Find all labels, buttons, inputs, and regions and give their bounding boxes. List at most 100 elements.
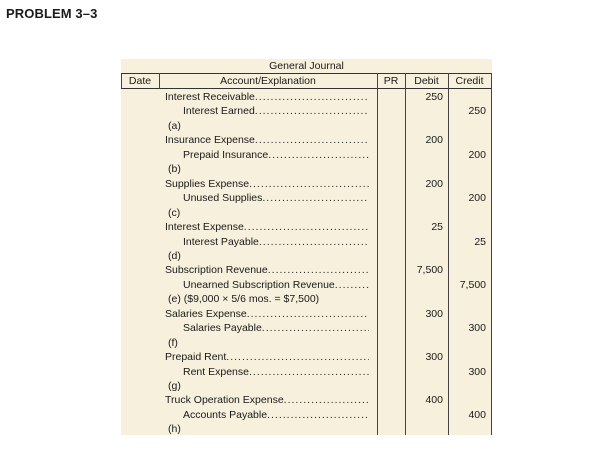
journal-row: Prepaid Insurance.......................… — [121, 148, 492, 163]
header-credit: Credit — [455, 75, 484, 87]
debit-amount: 25 — [431, 221, 443, 234]
credit-amount: 250 — [468, 105, 486, 118]
dot-leader: ........................................… — [249, 177, 369, 190]
debit-amount: 200 — [425, 134, 443, 147]
journal-row: Supplies Expense........................… — [121, 177, 492, 192]
entry-explanation: (d) — [168, 249, 369, 264]
account-text: Salaries Payable — [183, 322, 262, 335]
journal-row: Interest Earned.........................… — [121, 104, 492, 119]
dot-leader: ........................................… — [248, 365, 369, 378]
entry-explanation: (f) — [168, 336, 369, 351]
credit-amount: 7,500 — [459, 278, 486, 291]
journal-row: (c) — [121, 206, 492, 221]
account-text: Unearned Subscription Revenue — [183, 278, 335, 291]
entry-explanation: (b) — [168, 162, 369, 177]
account-name: Accounts Payable........................… — [183, 408, 369, 423]
journal-row: (a) — [121, 119, 492, 134]
dot-leader: ........................................… — [261, 322, 369, 335]
account-text: (c) — [168, 206, 181, 219]
journal-row: Interest Expense........................… — [121, 220, 492, 235]
header-debit: Debit — [414, 75, 439, 87]
credit-amount: 400 — [468, 408, 486, 421]
account-name: Truck Operation Expense.................… — [165, 393, 369, 408]
account-text: Prepaid Rent — [165, 351, 227, 364]
problem-title: PROBLEM 3–3 — [6, 6, 98, 21]
account-text: Truck Operation Expense — [165, 394, 284, 407]
general-journal: General Journal Date Account/Explanation… — [121, 59, 492, 435]
journal-row: Prepaid Rent............................… — [121, 350, 492, 365]
dot-leader: ........................................… — [254, 134, 369, 147]
account-text: Interest Earned — [183, 105, 255, 118]
credit-column-right-border — [491, 73, 492, 435]
account-name: Interest Payable........................… — [183, 235, 369, 250]
journal-row: Rent Expense............................… — [121, 365, 492, 380]
account-text: Subscription Revenue — [165, 264, 268, 277]
journal-row: Unused Supplies.........................… — [121, 191, 492, 206]
journal-row: Insurance Expense.......................… — [121, 133, 492, 148]
debit-amount: 250 — [425, 91, 443, 103]
header-top-rule — [121, 73, 492, 74]
debit-amount: 300 — [425, 351, 443, 364]
dot-leader: ........................................… — [267, 408, 369, 421]
account-name: Supplies Expense........................… — [165, 177, 369, 192]
header-account: Account/Explanation — [220, 75, 316, 87]
account-name: Unused Supplies.........................… — [183, 191, 369, 206]
account-name: Interest Expense........................… — [165, 220, 369, 235]
account-name: Rent Expense............................… — [183, 365, 369, 380]
journal-row: (h) — [121, 422, 492, 437]
credit-amount: 200 — [468, 148, 486, 161]
account-name: Salaries Payable........................… — [183, 321, 369, 336]
account-text: (g) — [168, 380, 181, 392]
account-text: Supplies Expense — [165, 177, 250, 190]
account-text: Interest Expense — [165, 221, 244, 234]
dot-leader: ........................................… — [254, 91, 369, 103]
account-name: Subscription Revenue....................… — [165, 263, 369, 278]
dot-leader: ........................................… — [268, 148, 369, 161]
account-text: Interest Receivable — [165, 91, 255, 103]
account-text: (d) — [168, 249, 181, 262]
account-text: (b) — [168, 163, 181, 176]
debit-amount: 7,500 — [416, 264, 443, 277]
entry-explanation: (e) ($9,000 × 5/6 mos. = $7,500) — [168, 292, 369, 307]
journal-row: Truck Operation Expense.................… — [121, 393, 492, 408]
dot-leader: ........................................… — [334, 278, 369, 291]
dot-leader: ........................................… — [283, 394, 369, 407]
account-name: Salaries Expense........................… — [165, 307, 369, 322]
account-text: Unused Supplies — [183, 192, 263, 205]
account-name: Insurance Expense.......................… — [165, 133, 369, 148]
account-text: Interest Payable — [183, 235, 259, 248]
debit-amount: 300 — [425, 307, 443, 320]
header-bottom-rule — [121, 88, 492, 89]
credit-amount: 300 — [468, 365, 486, 378]
account-name: Prepaid Rent............................… — [165, 350, 369, 365]
journal-row: (b) — [121, 162, 492, 177]
entry-explanation: (h) — [168, 422, 369, 437]
account-text: (e) ($9,000 × 5/6 mos. = $7,500) — [168, 293, 320, 306]
header-date: Date — [128, 75, 152, 87]
entry-explanation: (a) — [168, 119, 369, 134]
credit-amount: 25 — [474, 235, 486, 248]
entry-explanation: (g) — [168, 379, 369, 394]
account-name: Interest Earned.........................… — [183, 104, 369, 119]
debit-amount: 200 — [425, 177, 443, 190]
account-text: Accounts Payable — [183, 408, 268, 421]
dot-leader: ........................................… — [246, 307, 369, 320]
pr-column-divider — [405, 73, 406, 435]
account-text: Insurance Expense — [165, 134, 255, 147]
account-text: (a) — [168, 119, 181, 132]
header-pr: PR — [383, 75, 399, 87]
account-text: (f) — [168, 336, 178, 349]
journal-row: (f) — [121, 336, 492, 351]
journal-row: Subscription Revenue....................… — [121, 263, 492, 278]
journal-row: (g) — [121, 379, 492, 394]
account-text: Prepaid Insurance — [183, 148, 269, 161]
debit-amount: 400 — [425, 394, 443, 407]
dot-leader: ........................................… — [262, 192, 369, 205]
dot-leader: ........................................… — [267, 264, 369, 277]
account-name: Prepaid Insurance.......................… — [183, 148, 369, 163]
dot-leader: ........................................… — [226, 351, 369, 364]
dot-leader: ........................................… — [254, 105, 369, 118]
account-column-divider — [377, 73, 378, 435]
journal-row: (d) — [121, 249, 492, 264]
journal-row: Interest Receivable.....................… — [121, 90, 492, 105]
